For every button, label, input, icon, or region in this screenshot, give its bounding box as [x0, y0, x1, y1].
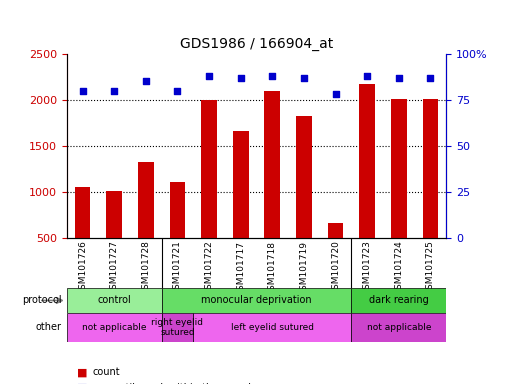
Bar [391, 99, 407, 284]
Bar [169, 182, 185, 284]
Point [268, 73, 277, 79]
Text: GSM101718: GSM101718 [268, 240, 277, 296]
Bar [74, 187, 90, 284]
Text: GSM101726: GSM101726 [78, 240, 87, 295]
Text: GSM101720: GSM101720 [331, 240, 340, 295]
Bar [201, 100, 217, 284]
Point [331, 91, 340, 98]
Bar [296, 116, 312, 284]
Text: monocular deprivation: monocular deprivation [201, 295, 312, 306]
Text: right eyelid
sutured: right eyelid sutured [151, 318, 204, 337]
Text: GSM101722: GSM101722 [205, 240, 213, 295]
Point [236, 74, 245, 81]
Point [205, 73, 213, 79]
Text: protocol: protocol [22, 295, 62, 306]
Point [394, 74, 403, 81]
Text: control: control [97, 295, 131, 306]
Text: left eyelid sutured: left eyelid sutured [231, 323, 314, 332]
Text: GSM101725: GSM101725 [426, 240, 435, 295]
Text: dark rearing: dark rearing [369, 295, 429, 306]
Text: GSM101719: GSM101719 [300, 240, 308, 296]
Bar [328, 223, 344, 284]
Text: ■: ■ [77, 383, 87, 384]
Text: GSM101723: GSM101723 [363, 240, 372, 295]
Text: count: count [92, 367, 120, 377]
Text: GSM101727: GSM101727 [110, 240, 119, 295]
FancyBboxPatch shape [351, 288, 446, 313]
Text: GSM101721: GSM101721 [173, 240, 182, 295]
Point [426, 74, 435, 81]
Point [142, 78, 150, 84]
Title: GDS1986 / 166904_at: GDS1986 / 166904_at [180, 37, 333, 51]
FancyBboxPatch shape [162, 288, 351, 313]
Text: GSM101728: GSM101728 [141, 240, 150, 295]
Text: not applicable: not applicable [367, 323, 431, 332]
FancyBboxPatch shape [193, 313, 351, 342]
Text: GSM101717: GSM101717 [236, 240, 245, 296]
FancyBboxPatch shape [67, 313, 162, 342]
Point [78, 88, 87, 94]
Bar [106, 191, 122, 284]
Point [173, 88, 182, 94]
Text: GSM101724: GSM101724 [394, 240, 403, 295]
Point [300, 74, 308, 81]
Point [110, 88, 118, 94]
Bar [233, 131, 249, 284]
Bar [138, 162, 154, 284]
Text: other: other [35, 322, 62, 333]
FancyBboxPatch shape [162, 313, 193, 342]
Bar [359, 84, 375, 284]
Text: percentile rank within the sample: percentile rank within the sample [92, 383, 258, 384]
Point [363, 73, 371, 79]
FancyBboxPatch shape [67, 288, 162, 313]
Bar [264, 91, 280, 284]
Text: ■: ■ [77, 367, 87, 377]
Bar [423, 99, 439, 284]
Text: not applicable: not applicable [82, 323, 146, 332]
FancyBboxPatch shape [351, 313, 446, 342]
